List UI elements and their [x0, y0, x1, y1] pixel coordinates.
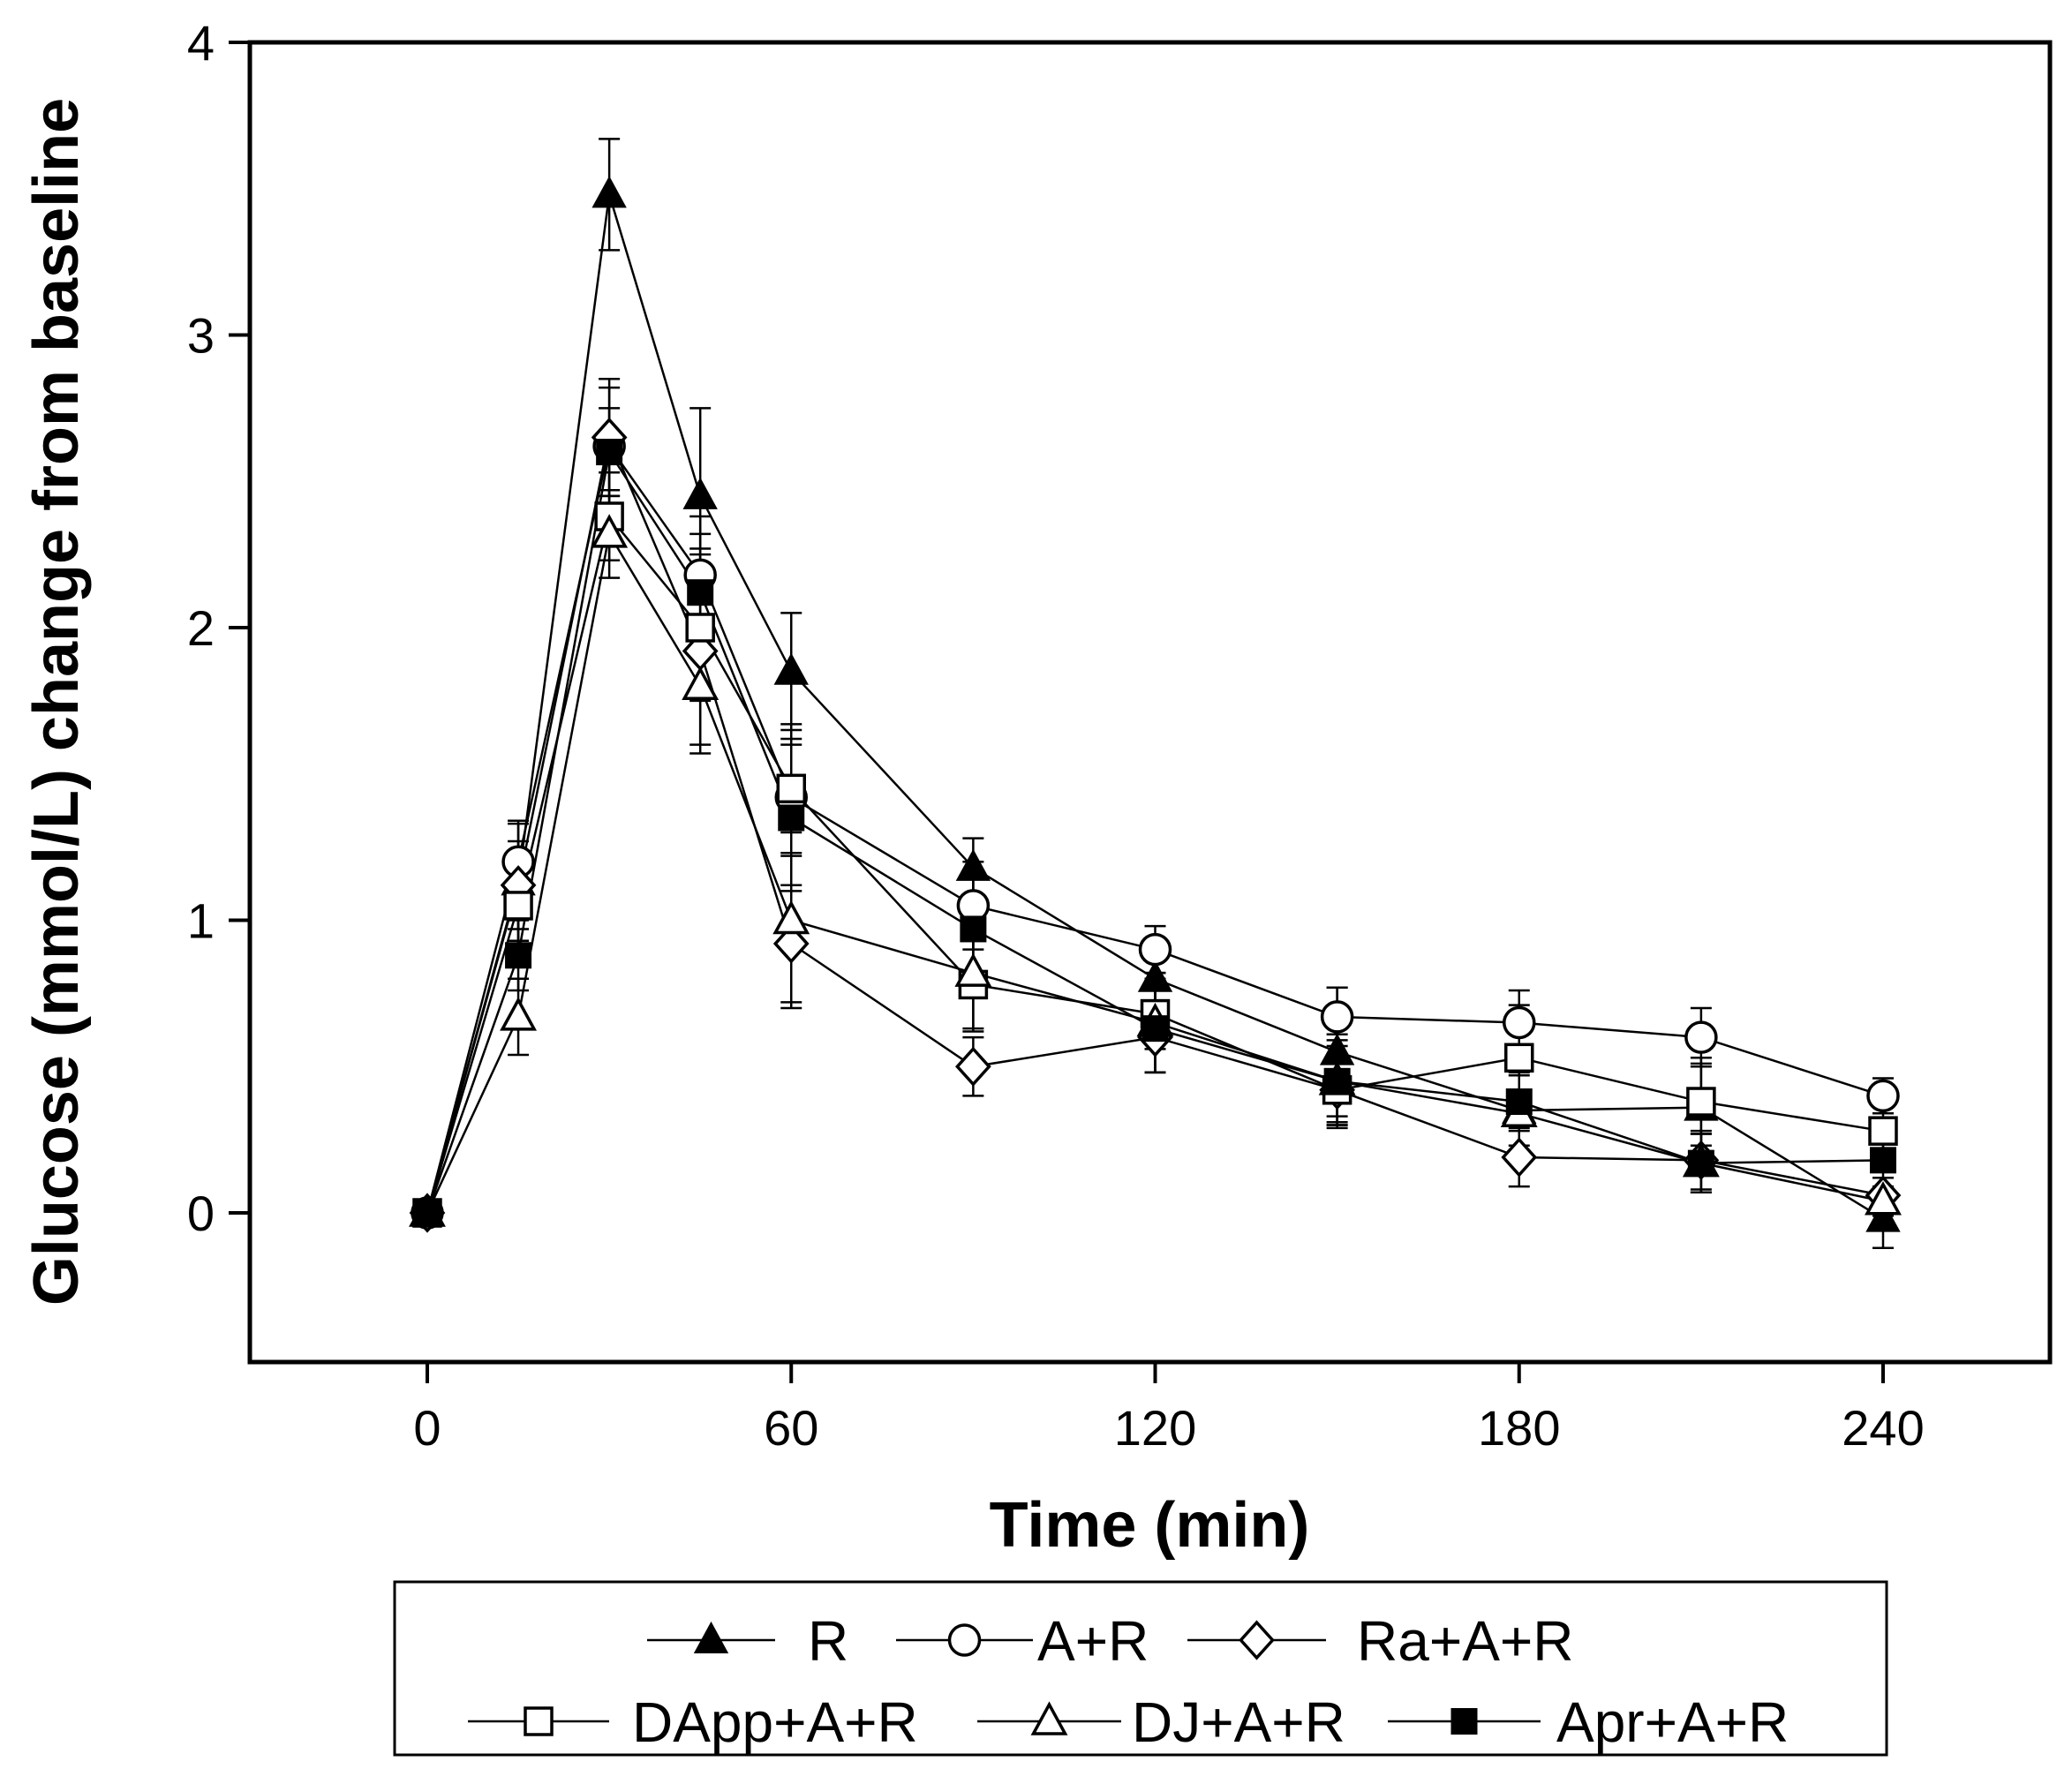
- y-axis: 0 1 2 3 4: [187, 15, 250, 1241]
- data-point: [1684, 1020, 1718, 1054]
- plot-area: [409, 138, 1902, 1250]
- data-point: [1686, 1087, 1716, 1117]
- data-point: [772, 923, 810, 964]
- legend-marker: [947, 1623, 982, 1657]
- data-point: [1323, 1067, 1351, 1095]
- data-point: [1687, 1149, 1714, 1177]
- data-point: [685, 613, 715, 643]
- x-tick-label: 60: [764, 1400, 818, 1456]
- data-point: [591, 176, 627, 208]
- data-point: [1868, 1116, 1898, 1146]
- data-point: [687, 579, 714, 606]
- legend-label: DJ+A+R: [1132, 1690, 1345, 1754]
- data-point: [591, 514, 629, 548]
- data-point: [1501, 1137, 1538, 1178]
- x-tick-label: 180: [1478, 1400, 1560, 1456]
- data-point: [1320, 1000, 1354, 1034]
- y-tick-label: 2: [187, 600, 215, 656]
- legend-marker: [1239, 1620, 1275, 1660]
- data-point: [778, 804, 805, 832]
- x-tick-label: 0: [413, 1400, 441, 1456]
- y-tick-label: 3: [187, 308, 215, 364]
- plot-frame: [247, 40, 2053, 1365]
- legend-marker: [693, 1621, 729, 1653]
- data-point: [955, 848, 991, 881]
- data-point: [1870, 1147, 1896, 1174]
- data-point: [596, 439, 623, 466]
- data-point: [954, 952, 992, 987]
- data-point: [503, 891, 533, 921]
- series-line-5: [426, 448, 1884, 1214]
- data-point: [1865, 1181, 1902, 1216]
- data-point: [772, 900, 810, 935]
- data-point: [1866, 1079, 1900, 1113]
- data-point: [1141, 1015, 1169, 1043]
- legend-marker: [1030, 1701, 1068, 1735]
- data-point: [682, 666, 720, 701]
- data-point: [1319, 1033, 1355, 1065]
- legend-marker: [1450, 1708, 1478, 1735]
- y-tick-label: 4: [187, 15, 215, 71]
- data-point: [1137, 960, 1173, 992]
- data-point: [960, 915, 987, 943]
- data-point: [1503, 1005, 1536, 1040]
- data-point: [682, 477, 718, 509]
- legend-label: Ra+A+R: [1357, 1609, 1573, 1673]
- data-point: [414, 1200, 441, 1226]
- series-line-4: [426, 531, 1884, 1214]
- legend-label: R: [808, 1609, 848, 1673]
- legend-label: DApp+A+R: [632, 1690, 918, 1754]
- x-tick-label: 120: [1114, 1400, 1196, 1456]
- data-point: [1505, 1088, 1533, 1116]
- legend: R A+R Ra+A+R DApp+A+R DJ+A+R Apr+A+R: [468, 1609, 1789, 1754]
- legend-box: [393, 1580, 1888, 1757]
- data-point: [505, 942, 532, 969]
- legend-label: A+R: [1037, 1609, 1149, 1673]
- y-tick-label: 1: [187, 893, 215, 949]
- data-point: [1865, 1200, 1901, 1232]
- legend-label: Apr+A+R: [1556, 1690, 1789, 1754]
- data-point: [1504, 1043, 1534, 1073]
- data-point: [776, 773, 806, 804]
- series-line-2: [426, 433, 1884, 1214]
- legend-marker: [524, 1706, 554, 1736]
- data-point: [1138, 932, 1172, 967]
- data-point: [773, 652, 809, 685]
- y-axis-title: Glucose (mmol/L) change from baseline: [21, 98, 92, 1306]
- x-axis: 0 60 120 180 240: [413, 1362, 1925, 1456]
- x-axis-title: Time (min): [990, 1490, 1310, 1561]
- y-tick-label: 0: [187, 1186, 215, 1241]
- x-tick-label: 240: [1842, 1400, 1924, 1456]
- data-point: [500, 997, 538, 1031]
- data-point: [955, 1046, 991, 1087]
